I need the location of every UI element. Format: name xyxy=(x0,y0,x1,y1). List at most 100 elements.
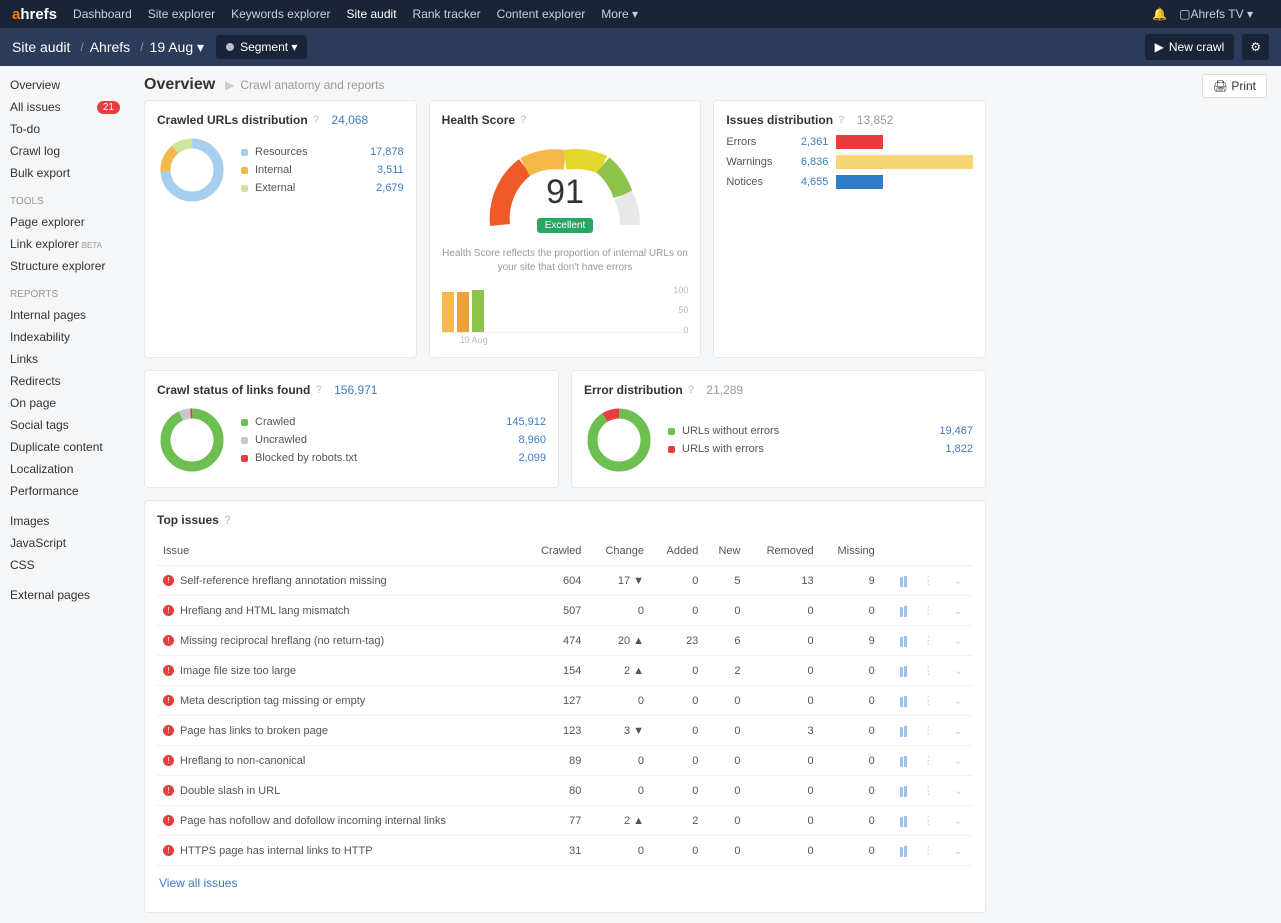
sidebar-css[interactable]: CSS xyxy=(0,554,130,576)
issue-row[interactable]: !Meta description tag missing or empty12… xyxy=(157,686,973,716)
chevron-down-icon[interactable]: ⌄ xyxy=(950,695,967,707)
col-added[interactable]: Added xyxy=(650,537,704,566)
legend-item[interactable]: Crawled145,912 xyxy=(241,413,546,431)
row-menu-icon[interactable]: ⋮ xyxy=(919,755,938,767)
sidebar-crawllog[interactable]: Crawl log xyxy=(0,140,130,162)
issue-row[interactable]: !Page has links to broken page1233 ▼0030… xyxy=(157,716,973,746)
row-menu-icon[interactable]: ⋮ xyxy=(919,695,938,707)
help-icon[interactable]: ? xyxy=(838,114,845,126)
sidebar-redirects[interactable]: Redirects xyxy=(0,370,130,392)
nav-rank-tracker[interactable]: Rank tracker xyxy=(413,7,481,21)
sidebar-social-tags[interactable]: Social tags xyxy=(0,414,130,436)
sidebar-localization[interactable]: Localization xyxy=(0,458,130,480)
sidebar-bulk[interactable]: Bulk export xyxy=(0,162,130,184)
issue-row[interactable]: !Double slash in URL8000000⋮⌄ xyxy=(157,776,973,806)
sparkline xyxy=(887,815,907,827)
nav-more-▾[interactable]: More ▾ xyxy=(601,7,638,21)
chevron-down-icon[interactable]: ⌄ xyxy=(950,665,967,677)
legend-item[interactable]: Blocked by robots.txt2,099 xyxy=(241,449,546,467)
print-button[interactable]: 🖨 Print xyxy=(1202,74,1267,98)
sidebar-page-explorer[interactable]: Page explorer xyxy=(0,211,130,233)
page-subtitle[interactable]: ▶Crawl anatomy and reports xyxy=(225,78,384,92)
row-menu-icon[interactable]: ⋮ xyxy=(919,815,938,827)
issue-row[interactable]: !Self-reference hreflang annotation miss… xyxy=(157,566,973,596)
legend-item[interactable]: Internal3,511 xyxy=(241,161,404,179)
chevron-down-icon[interactable]: ⌄ xyxy=(950,635,967,647)
chevron-down-icon[interactable]: ⌄ xyxy=(950,725,967,737)
col-change[interactable]: Change xyxy=(587,537,650,566)
chevron-down-icon[interactable]: ⌄ xyxy=(950,785,967,797)
sidebar-overview[interactable]: Overview xyxy=(0,74,130,96)
sidebar-images[interactable]: Images xyxy=(0,510,130,532)
legend-item[interactable]: URLs with errors1,822 xyxy=(668,440,973,458)
issue-row[interactable]: !HTTPS page has internal links to HTTP31… xyxy=(157,836,973,866)
legend-item[interactable]: Uncrawled8,960 xyxy=(241,431,546,449)
col-new[interactable]: New xyxy=(704,537,746,566)
help-icon[interactable]: ? xyxy=(315,384,322,396)
issue-row[interactable]: !Image file size too large1542 ▲0200⋮⌄ xyxy=(157,656,973,686)
nav-keywords-explorer[interactable]: Keywords explorer xyxy=(231,7,330,21)
row-menu-icon[interactable]: ⋮ xyxy=(919,635,938,647)
sidebar-javascript[interactable]: JavaScript xyxy=(0,532,130,554)
col-crawled[interactable]: Crawled xyxy=(523,537,588,566)
sidebar-on-page[interactable]: On page xyxy=(0,392,130,414)
row-menu-icon[interactable]: ⋮ xyxy=(919,785,938,797)
issues-badge: 21 xyxy=(97,101,120,114)
account-menu[interactable]: Ahrefs TV ▾ xyxy=(1191,7,1254,21)
issues-dist-row[interactable]: Errors2,361 xyxy=(726,135,973,149)
chevron-down-icon[interactable]: ⌄ xyxy=(950,605,967,617)
help-icon[interactable]: ? xyxy=(224,513,231,527)
row-menu-icon[interactable]: ⋮ xyxy=(919,665,938,677)
sparkline xyxy=(887,635,907,647)
nav-site-audit[interactable]: Site audit xyxy=(347,7,397,21)
issue-row[interactable]: !Page has nofollow and dofollow incoming… xyxy=(157,806,973,836)
sidebar-structure-explorer[interactable]: Structure explorer xyxy=(0,255,130,277)
segment-button[interactable]: Segment ▾ xyxy=(216,35,307,59)
sidebar-performance[interactable]: Performance xyxy=(0,480,130,502)
breadcrumb-1[interactable]: Site audit xyxy=(12,39,70,55)
legend-item[interactable]: URLs without errors19,467 xyxy=(668,422,973,440)
col-removed[interactable]: Removed xyxy=(746,537,819,566)
issue-row[interactable]: !Hreflang to non-canonical8900000⋮⌄ xyxy=(157,746,973,776)
row-menu-icon[interactable]: ⋮ xyxy=(919,725,938,737)
help-icon[interactable]: ? xyxy=(688,384,695,396)
issues-dist-row[interactable]: Warnings6,836 xyxy=(726,155,973,169)
bell-icon[interactable]: 🔔 xyxy=(1152,7,1167,21)
legend-item[interactable]: External2,679 xyxy=(241,179,404,197)
nav-dashboard[interactable]: Dashboard xyxy=(73,7,132,21)
help-icon[interactable]: ? xyxy=(520,114,527,126)
chevron-down-icon[interactable]: ⌄ xyxy=(950,575,967,587)
col-issue[interactable]: Issue xyxy=(157,537,523,566)
sidebar-all-issues[interactable]: All issues21 xyxy=(0,96,130,118)
issues-dist-row[interactable]: Notices4,655 xyxy=(726,175,973,189)
legend-item[interactable]: Resources17,878 xyxy=(241,143,404,161)
nav-content-explorer[interactable]: Content explorer xyxy=(497,7,586,21)
row-menu-icon[interactable]: ⋮ xyxy=(919,575,938,587)
issue-row[interactable]: !Hreflang and HTML lang mismatch50700000… xyxy=(157,596,973,626)
breadcrumb-3[interactable]: 19 Aug ▾ xyxy=(150,39,205,56)
logo[interactable]: ahrefs xyxy=(12,6,57,23)
sidebar-internal-pages[interactable]: Internal pages xyxy=(0,304,130,326)
row-menu-icon[interactable]: ⋮ xyxy=(919,605,938,617)
view-all-issues-link[interactable]: View all issues xyxy=(157,866,239,900)
new-crawl-button[interactable]: ▶ New crawl xyxy=(1145,34,1235,60)
col-missing[interactable]: Missing xyxy=(820,537,881,566)
sidebar-link-explorer[interactable]: Link explorerBETA xyxy=(0,233,130,255)
sidebar-todo[interactable]: To-do xyxy=(0,118,130,140)
health-score-value: 91 xyxy=(546,173,584,212)
sidebar-duplicate-content[interactable]: Duplicate content xyxy=(0,436,130,458)
issue-row[interactable]: !Missing reciprocal hreflang (no return-… xyxy=(157,626,973,656)
app-icon[interactable]: ▢ xyxy=(1179,7,1190,21)
sidebar-links[interactable]: Links xyxy=(0,348,130,370)
chevron-down-icon[interactable]: ⌄ xyxy=(950,845,967,857)
chevron-down-icon[interactable]: ⌄ xyxy=(950,815,967,827)
sparkline xyxy=(887,575,907,587)
gear-icon[interactable]: ⚙ xyxy=(1242,34,1269,60)
breadcrumb-2[interactable]: Ahrefs xyxy=(90,39,130,55)
row-menu-icon[interactable]: ⋮ xyxy=(919,845,938,857)
sidebar-indexability[interactable]: Indexability xyxy=(0,326,130,348)
help-icon[interactable]: ? xyxy=(313,114,320,126)
nav-site-explorer[interactable]: Site explorer xyxy=(148,7,215,21)
sidebar-external-pages[interactable]: External pages xyxy=(0,584,130,606)
chevron-down-icon[interactable]: ⌄ xyxy=(950,755,967,767)
